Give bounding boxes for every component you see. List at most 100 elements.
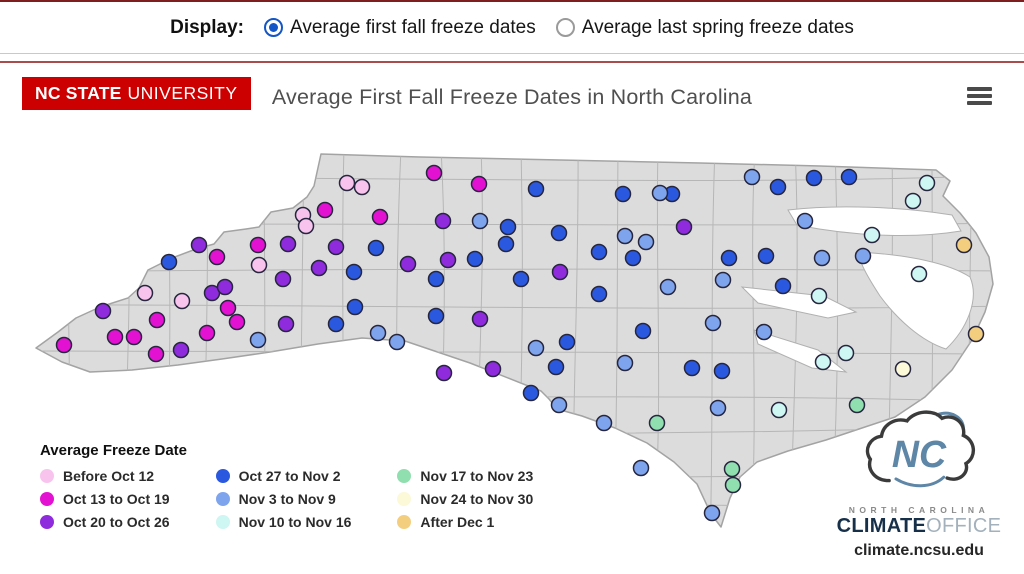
freeze-date-dot[interactable]: [955, 236, 973, 254]
freeze-date-dot[interactable]: [148, 311, 166, 329]
freeze-date-dot[interactable]: [723, 460, 741, 478]
freeze-date-dot[interactable]: [512, 270, 530, 288]
freeze-date-dot[interactable]: [837, 344, 855, 362]
freeze-date-dot[interactable]: [249, 331, 267, 349]
freeze-date-dot[interactable]: [173, 292, 191, 310]
freeze-date-dot[interactable]: [484, 360, 502, 378]
freeze-date-dot[interactable]: [527, 339, 545, 357]
hamburger-menu-icon[interactable]: [967, 87, 992, 105]
freeze-date-dot[interactable]: [274, 270, 292, 288]
freeze-date-dot[interactable]: [345, 263, 363, 281]
freeze-date-dot[interactable]: [470, 175, 488, 193]
freeze-date-dot[interactable]: [250, 256, 268, 274]
freeze-date-dot[interactable]: [338, 174, 356, 192]
freeze-date-dot[interactable]: [595, 414, 613, 432]
radio-first-fall-freeze[interactable]: Average first fall freeze dates: [264, 17, 536, 39]
freeze-date-dot[interactable]: [522, 384, 540, 402]
freeze-date-dot[interactable]: [770, 401, 788, 419]
freeze-date-dot[interactable]: [894, 360, 912, 378]
freeze-date-dot[interactable]: [675, 218, 693, 236]
freeze-date-dot[interactable]: [840, 168, 858, 186]
freeze-date-dot[interactable]: [327, 238, 345, 256]
freeze-date-dot[interactable]: [774, 277, 792, 295]
freeze-date-dot[interactable]: [297, 217, 315, 235]
freeze-date-dot[interactable]: [94, 302, 112, 320]
freeze-date-dot[interactable]: [190, 236, 208, 254]
freeze-date-dot[interactable]: [704, 314, 722, 332]
freeze-date-dot[interactable]: [848, 396, 866, 414]
freeze-date-dot[interactable]: [353, 178, 371, 196]
freeze-date-dot[interactable]: [371, 208, 389, 226]
freeze-date-dot[interactable]: [918, 174, 936, 192]
freeze-date-dot[interactable]: [648, 414, 666, 432]
freeze-date-dot[interactable]: [810, 287, 828, 305]
freeze-date-dot[interactable]: [499, 218, 517, 236]
freeze-date-dot[interactable]: [160, 253, 178, 271]
freeze-date-dot[interactable]: [590, 285, 608, 303]
freeze-date-dot[interactable]: [769, 178, 787, 196]
freeze-date-dot[interactable]: [551, 263, 569, 281]
freeze-date-dot[interactable]: [632, 459, 650, 477]
freeze-date-dot[interactable]: [435, 364, 453, 382]
freeze-date-dot[interactable]: [216, 278, 234, 296]
freeze-date-dot[interactable]: [634, 322, 652, 340]
radio-selected-icon[interactable]: [264, 18, 284, 37]
freeze-date-dot[interactable]: [427, 307, 445, 325]
freeze-date-dot[interactable]: [219, 299, 237, 317]
freeze-date-dot[interactable]: [910, 265, 928, 283]
freeze-date-dot[interactable]: [547, 358, 565, 376]
freeze-date-dot[interactable]: [399, 255, 417, 273]
freeze-date-dot[interactable]: [709, 399, 727, 417]
freeze-date-dot[interactable]: [720, 249, 738, 267]
freeze-date-dot[interactable]: [106, 328, 124, 346]
freeze-date-dot[interactable]: [616, 227, 634, 245]
ncsu-logo[interactable]: NC STATE UNIVERSITY: [22, 77, 251, 110]
freeze-date-dot[interactable]: [755, 323, 773, 341]
freeze-date-dot[interactable]: [550, 396, 568, 414]
freeze-date-dot[interactable]: [310, 259, 328, 277]
freeze-date-dot[interactable]: [805, 169, 823, 187]
freeze-date-dot[interactable]: [703, 504, 721, 522]
freeze-date-dot[interactable]: [558, 333, 576, 351]
freeze-date-dot[interactable]: [651, 184, 669, 202]
freeze-date-dot[interactable]: [316, 201, 334, 219]
freeze-date-dot[interactable]: [527, 180, 545, 198]
freeze-date-dot[interactable]: [714, 271, 732, 289]
freeze-date-dot[interactable]: [327, 315, 345, 333]
freeze-date-dot[interactable]: [550, 224, 568, 242]
freeze-date-dot[interactable]: [814, 353, 832, 371]
freeze-date-dot[interactable]: [125, 328, 143, 346]
freeze-date-dot[interactable]: [55, 336, 73, 354]
freeze-date-dot[interactable]: [172, 341, 190, 359]
freeze-date-dot[interactable]: [904, 192, 922, 210]
freeze-date-dot[interactable]: [854, 247, 872, 265]
radio-last-spring-freeze[interactable]: Average last spring freeze dates: [555, 16, 854, 39]
freeze-date-dot[interactable]: [425, 164, 443, 182]
org-url[interactable]: climate.ncsu.edu: [854, 542, 984, 559]
freeze-date-dot[interactable]: [439, 251, 457, 269]
freeze-date-dot[interactable]: [757, 247, 775, 265]
freeze-date-dot[interactable]: [796, 212, 814, 230]
freeze-date-dot[interactable]: [466, 250, 484, 268]
freeze-date-dot[interactable]: [367, 239, 385, 257]
freeze-date-dot[interactable]: [346, 298, 364, 316]
freeze-date-dot[interactable]: [471, 212, 489, 230]
freeze-date-dot[interactable]: [369, 324, 387, 342]
freeze-date-dot[interactable]: [614, 185, 632, 203]
freeze-date-dot[interactable]: [198, 324, 216, 342]
freeze-date-dot[interactable]: [813, 249, 831, 267]
freeze-date-dot[interactable]: [590, 243, 608, 261]
freeze-date-dot[interactable]: [147, 345, 165, 363]
freeze-date-dot[interactable]: [863, 226, 881, 244]
freeze-date-dot[interactable]: [136, 284, 154, 302]
radio-first-fall-label[interactable]: Average first fall freeze dates: [290, 16, 536, 38]
freeze-date-dot[interactable]: [713, 362, 731, 380]
freeze-date-dot[interactable]: [659, 278, 677, 296]
freeze-date-dot[interactable]: [616, 354, 634, 372]
freeze-date-dot[interactable]: [624, 249, 642, 267]
freeze-date-dot[interactable]: [637, 233, 655, 251]
freeze-date-dot[interactable]: [208, 248, 226, 266]
radio-last-spring-label[interactable]: Average last spring freeze dates: [581, 16, 854, 38]
freeze-date-dot[interactable]: [228, 313, 246, 331]
freeze-date-dot[interactable]: [967, 325, 985, 343]
